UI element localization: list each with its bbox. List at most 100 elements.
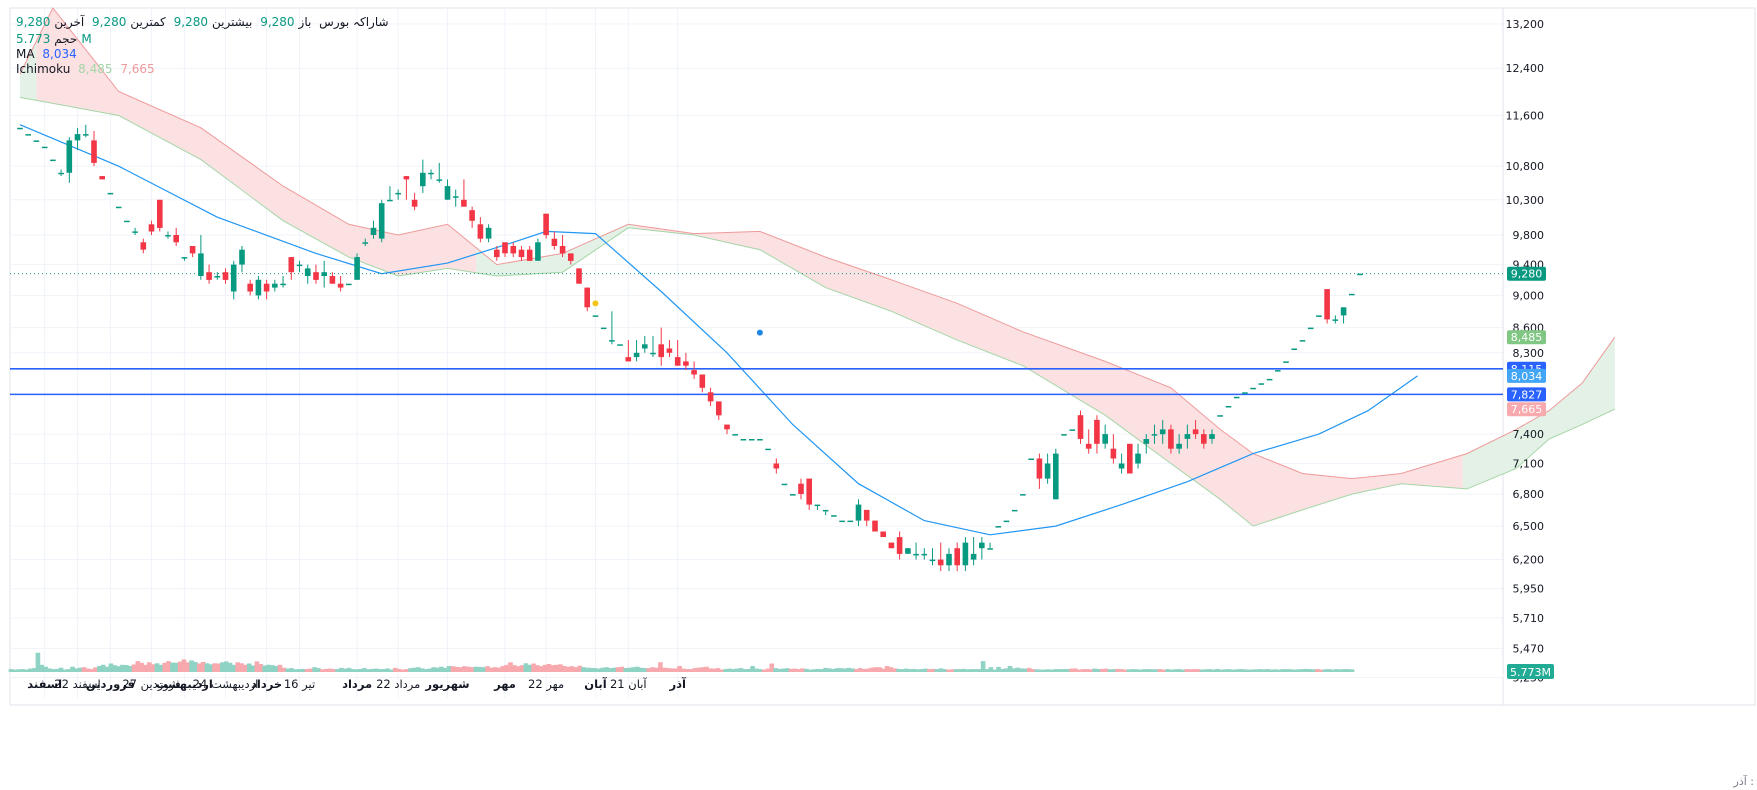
volume-bar xyxy=(827,668,832,672)
candle-body xyxy=(510,246,517,254)
volume-bar xyxy=(1138,669,1143,672)
volume-bar xyxy=(750,666,755,672)
candle-body xyxy=(337,283,344,288)
volume-bar xyxy=(873,667,878,672)
candle xyxy=(781,483,788,486)
volume-bar xyxy=(1107,669,1113,672)
candle xyxy=(1332,315,1339,324)
ma-legend[interactable]: MA 8,034 xyxy=(16,46,81,62)
volume-bar xyxy=(423,669,429,672)
volume-bar xyxy=(761,669,767,672)
volume-bar xyxy=(1084,669,1090,672)
volume-bar xyxy=(66,669,71,672)
candle xyxy=(995,526,1002,528)
candle xyxy=(387,186,393,202)
x-axis-label: 21 آبان xyxy=(610,677,647,691)
volume-legend[interactable]: حجم 5.773M xyxy=(16,31,96,47)
candle-body xyxy=(395,192,401,195)
candle-body xyxy=(543,213,549,236)
candle-body xyxy=(757,439,763,441)
volume-bar xyxy=(742,669,748,672)
volume-bar xyxy=(281,667,287,672)
candle xyxy=(395,189,401,200)
volume-bar xyxy=(1280,669,1286,672)
candle-body xyxy=(1143,439,1150,444)
candle xyxy=(798,478,804,500)
volume-bar xyxy=(1276,669,1282,672)
candle xyxy=(888,542,895,549)
candle xyxy=(666,340,673,358)
candle-body xyxy=(362,242,369,244)
x-axis-label: آذر xyxy=(668,677,687,691)
candle-body xyxy=(658,344,664,358)
volume-bar xyxy=(1265,669,1270,672)
volume-bar xyxy=(366,669,371,672)
candle-body xyxy=(1176,443,1182,449)
volume-bar xyxy=(343,668,348,672)
candle-body xyxy=(272,283,278,288)
candle xyxy=(452,189,459,207)
candle-body xyxy=(592,315,599,317)
volume-bar xyxy=(1196,669,1201,672)
candle-body xyxy=(740,439,747,441)
ichimoku-legend[interactable]: Ichimoku 8,485 7,665 xyxy=(16,61,159,77)
candle xyxy=(91,130,97,167)
ichimoku-label: Ichimoku xyxy=(16,62,71,76)
volume-bar xyxy=(93,667,98,672)
candle-body xyxy=(633,352,640,358)
candle xyxy=(1127,443,1133,474)
candle xyxy=(1307,327,1314,330)
volume-bar xyxy=(1215,668,1220,672)
volume-bar xyxy=(1242,669,1247,672)
volume-bar xyxy=(650,667,655,672)
candle-body xyxy=(288,257,295,273)
volume-bar xyxy=(350,669,356,672)
volume-bar xyxy=(673,668,678,672)
candle-body xyxy=(33,140,40,142)
volume-bar xyxy=(777,668,782,672)
candle xyxy=(280,275,286,288)
price-axis-tick: 7,400 xyxy=(1513,428,1545,441)
candle xyxy=(477,217,484,243)
volume-bar xyxy=(1015,667,1020,672)
volume-bar xyxy=(16,669,21,672)
volume-bar xyxy=(562,666,567,672)
volume-bar xyxy=(1146,669,1151,672)
low-label: کمترین xyxy=(130,15,166,29)
candle xyxy=(822,509,829,516)
candle xyxy=(1201,429,1207,449)
volume-bar xyxy=(880,668,886,672)
candle xyxy=(58,169,64,177)
volume-bar xyxy=(592,668,598,672)
candle-body xyxy=(461,199,467,207)
candle xyxy=(255,275,262,300)
volume-bar xyxy=(642,668,648,672)
volume-bar xyxy=(477,666,483,672)
high-value: 9,280 xyxy=(173,15,208,29)
candle-body xyxy=(929,559,936,562)
volume-bar xyxy=(1199,669,1205,672)
candle-body xyxy=(387,199,393,202)
volume-bar xyxy=(300,668,306,672)
candle-body xyxy=(58,172,64,175)
volume-bar xyxy=(919,669,924,672)
volume-bar xyxy=(200,661,206,672)
ichimoku-cloud-bearish xyxy=(36,8,477,276)
volume-bar xyxy=(734,668,740,672)
volume-bar xyxy=(396,668,402,672)
candle-body xyxy=(650,352,656,355)
candle-body xyxy=(485,227,492,239)
volume-bar xyxy=(385,668,390,672)
volume-bar xyxy=(677,666,682,672)
volume-bar xyxy=(1115,668,1120,672)
volume-bar xyxy=(608,668,613,672)
candle xyxy=(1069,429,1076,431)
candle xyxy=(806,478,812,510)
candle xyxy=(1357,273,1363,276)
volume-bar xyxy=(1069,668,1074,672)
candle xyxy=(66,137,73,183)
volume-bar xyxy=(531,663,536,672)
volume-bar xyxy=(1338,669,1343,672)
candle xyxy=(33,140,40,142)
